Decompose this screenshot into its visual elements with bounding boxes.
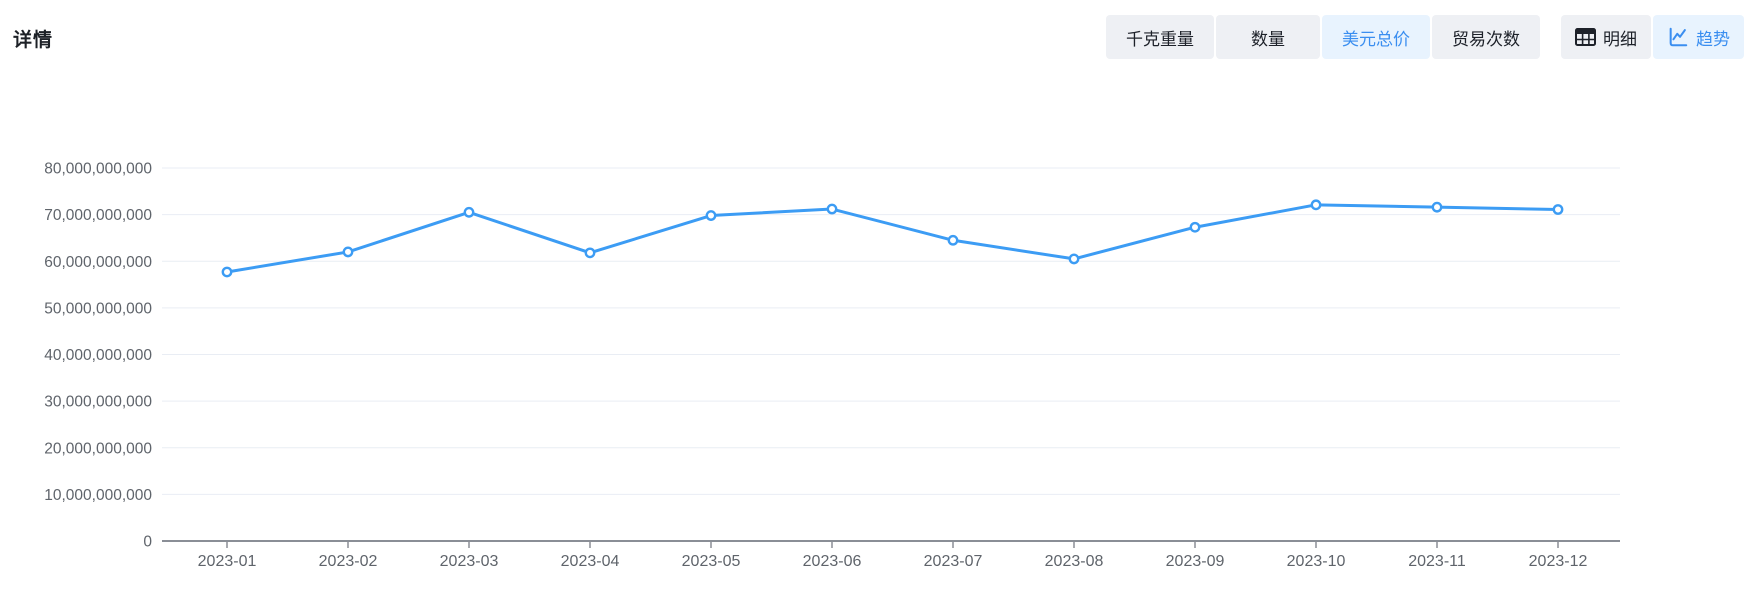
data-point-marker[interactable] [584, 247, 596, 259]
x-axis-tick-label: 2023-02 [319, 553, 378, 570]
data-point-marker[interactable] [1310, 199, 1322, 211]
view-button-trend-label: 趋势 [1696, 29, 1730, 49]
x-axis-tick-label: 2023-10 [1287, 553, 1346, 570]
data-point-marker[interactable] [1189, 221, 1201, 233]
data-point-marker[interactable] [342, 246, 354, 258]
y-axis-tick-label: 60,000,000,000 [44, 254, 152, 271]
data-point-marker[interactable] [463, 206, 475, 218]
x-axis-tick-label: 2023-08 [1045, 553, 1104, 570]
data-point-marker[interactable] [221, 266, 233, 278]
metric-button-usd-total-label: 美元总价 [1342, 29, 1410, 49]
data-point-marker[interactable] [826, 203, 838, 215]
metric-button-quantity[interactable]: 数量 [1216, 15, 1320, 59]
x-axis-tick-label: 2023-09 [1166, 553, 1225, 570]
trend-line-icon [1667, 26, 1689, 48]
x-axis-tick-label: 2023-07 [924, 553, 983, 570]
view-button-detail[interactable]: 明细 [1561, 15, 1651, 59]
toolbar: 千克重量 数量 美元总价 贸易次数 明细 [1106, 15, 1744, 59]
y-axis-tick-label: 50,000,000,000 [44, 300, 152, 317]
y-axis-tick-label: 20,000,000,000 [44, 440, 152, 457]
x-axis-tick-label: 2023-04 [561, 553, 620, 570]
data-point-marker[interactable] [1068, 253, 1080, 265]
x-axis-tick-label: 2023-06 [803, 553, 862, 570]
x-axis-tick-label: 2023-11 [1408, 553, 1466, 570]
y-axis-tick-label: 0 [143, 534, 152, 551]
x-axis-tick-label: 2023-12 [1529, 553, 1588, 570]
view-button-detail-label: 明细 [1603, 29, 1637, 49]
data-point-marker[interactable] [1552, 204, 1564, 215]
view-button-trend[interactable]: 趋势 [1653, 15, 1744, 59]
y-axis-tick-label: 80,000,000,000 [44, 161, 152, 178]
y-axis-tick-label: 40,000,000,000 [44, 347, 152, 364]
y-axis-tick-label: 10,000,000,000 [44, 487, 152, 504]
metric-button-group: 千克重量 数量 美元总价 贸易次数 [1106, 15, 1540, 59]
metric-button-kg-weight[interactable]: 千克重量 [1106, 15, 1214, 59]
metric-button-kg-weight-label: 千克重量 [1126, 29, 1194, 49]
table-icon [1575, 28, 1596, 46]
data-point-marker[interactable] [947, 234, 959, 246]
x-axis-tick-label: 2023-03 [440, 553, 499, 570]
trend-series-line [225, 203, 1560, 274]
data-point-marker[interactable] [705, 210, 717, 221]
y-axis-tick-label: 30,000,000,000 [44, 394, 152, 411]
data-point-marker[interactable] [1431, 201, 1443, 213]
x-axis-tick-label: 2023-01 [198, 553, 257, 570]
metric-button-trade-count-label: 贸易次数 [1452, 29, 1520, 49]
x-axis-tick-label: 2023-05 [682, 553, 741, 570]
page-title: 详情 [13, 30, 54, 51]
y-axis-tick-label: 70,000,000,000 [44, 207, 152, 224]
metric-button-quantity-label: 数量 [1251, 29, 1285, 49]
view-button-group: 明细 趋势 [1561, 15, 1744, 59]
metric-button-trade-count[interactable]: 贸易次数 [1432, 15, 1540, 59]
metric-button-usd-total[interactable]: 美元总价 [1322, 15, 1430, 59]
